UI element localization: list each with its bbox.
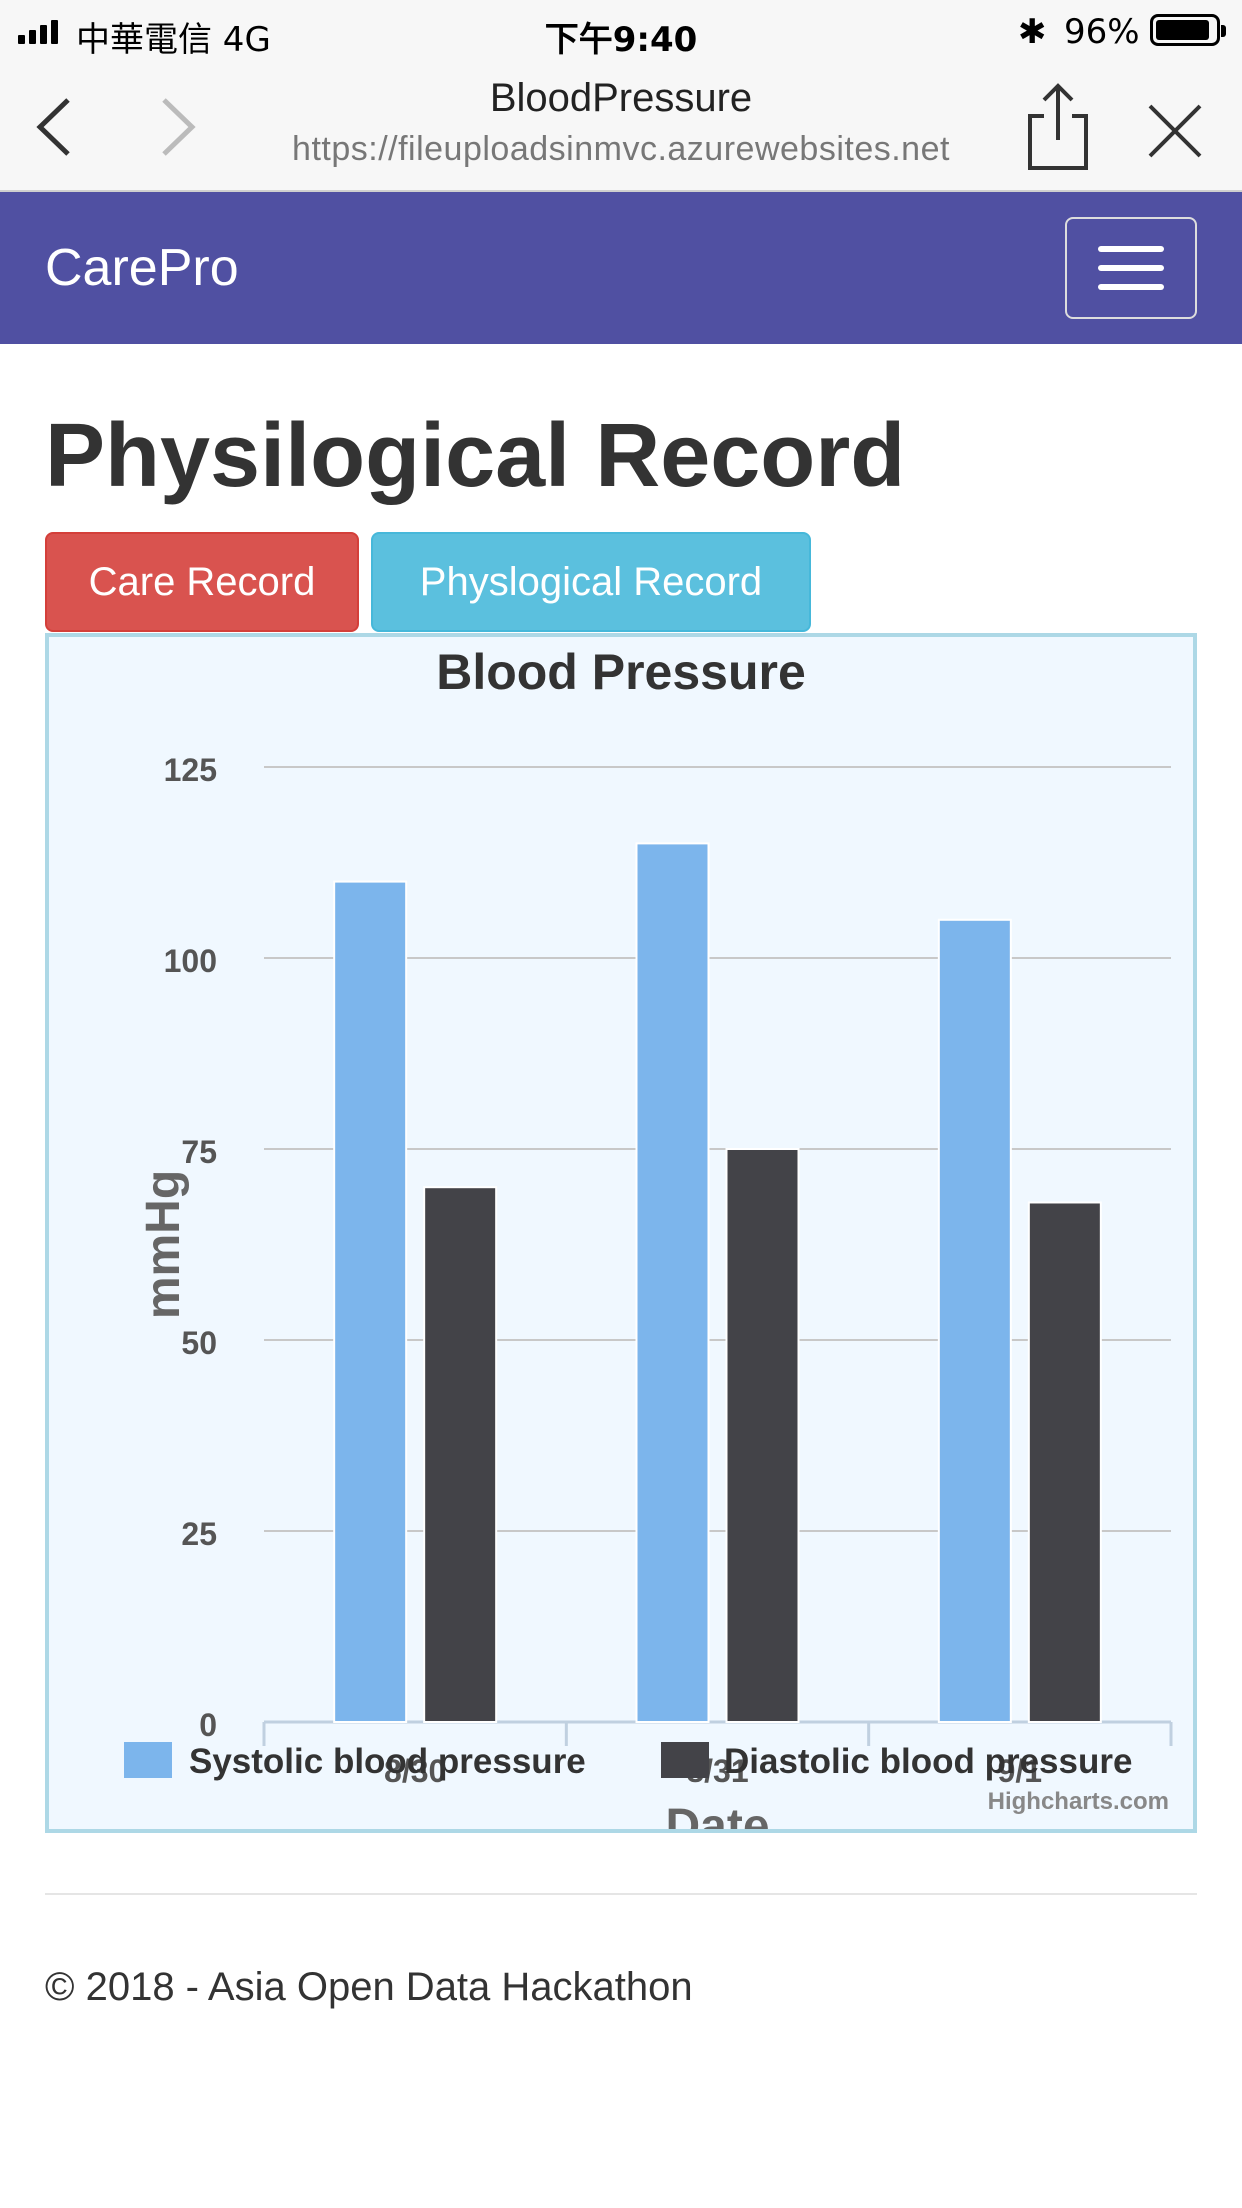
close-button[interactable] [1140, 96, 1210, 166]
y-tick-label: 125 [164, 752, 217, 788]
status-bar: 中華電信 4G 下午9:40 ✱ 96% [0, 0, 1242, 62]
chevron-left-icon [36, 98, 70, 156]
bar-systolic [937, 918, 1012, 1723]
status-time: 下午9:40 [544, 20, 698, 60]
browser-toolbar: BloodPressure https://fileuploadsinmvc.a… [0, 62, 1242, 192]
page-title: Physilogical Record [45, 406, 906, 506]
browser-page-title: BloodPressure [489, 76, 753, 120]
footer-divider [45, 1893, 1197, 1895]
legend-swatch-diastolic [661, 1742, 709, 1778]
chart-credits: Highcharts.com [988, 1788, 1169, 1815]
physiological-record-button[interactable]: Physlogical Record [371, 532, 811, 632]
bar-diastolic [725, 1148, 800, 1723]
signal-strength-icon [18, 18, 58, 44]
battery-icon [1150, 14, 1226, 46]
care-record-button[interactable]: Care Record [45, 532, 359, 632]
y-tick-label: 100 [164, 943, 217, 979]
bar-diastolic [1027, 1201, 1102, 1723]
y-tick-label: 75 [181, 1134, 217, 1170]
legend-label-diastolic: Diastolic blood pressure [724, 1742, 1132, 1781]
forward-button[interactable] [146, 92, 206, 162]
bar-systolic [333, 880, 408, 1724]
y-tick-label: 25 [181, 1516, 217, 1552]
carrier-label: 中華電信 4G [76, 20, 271, 60]
footer-copyright: © 2018 - Asia Open Data Hackathon [45, 1965, 693, 2009]
share-icon [1028, 83, 1088, 170]
bar-systolic [635, 842, 710, 1723]
y-tick-label: 0 [199, 1707, 217, 1743]
y-axis-title: mmHg [137, 1170, 190, 1319]
x-axis-title: Date [665, 1800, 769, 1829]
y-tick-label: 50 [181, 1325, 217, 1361]
x-tick-label: 9/1 [998, 1753, 1042, 1789]
app-navbar: CarePro [0, 192, 1242, 344]
back-button[interactable] [26, 92, 86, 162]
chart-title: Blood Pressure [436, 644, 806, 700]
chevron-right-icon [162, 98, 196, 156]
bluetooth-icon: ✱ [1018, 12, 1047, 52]
share-button[interactable] [1020, 82, 1096, 172]
hamburger-menu-icon[interactable] [1065, 217, 1197, 319]
bar-diastolic [423, 1186, 498, 1723]
blood-pressure-chart: Blood Pressure 0 25 50 75 100 125 mmHg 8/30 8/31 9… [45, 633, 1197, 1833]
x-tick-label: 8/30 [384, 1753, 446, 1789]
browser-url[interactable]: https://fileuploadsinmvc.azurewebsites.n… [292, 130, 950, 168]
brand-logo[interactable]: CarePro [45, 239, 239, 297]
close-icon [1148, 104, 1202, 158]
battery-percent: 96% [1064, 12, 1140, 52]
legend-label-systolic: Systolic blood pressure [189, 1742, 586, 1781]
legend-swatch-systolic [124, 1742, 172, 1778]
